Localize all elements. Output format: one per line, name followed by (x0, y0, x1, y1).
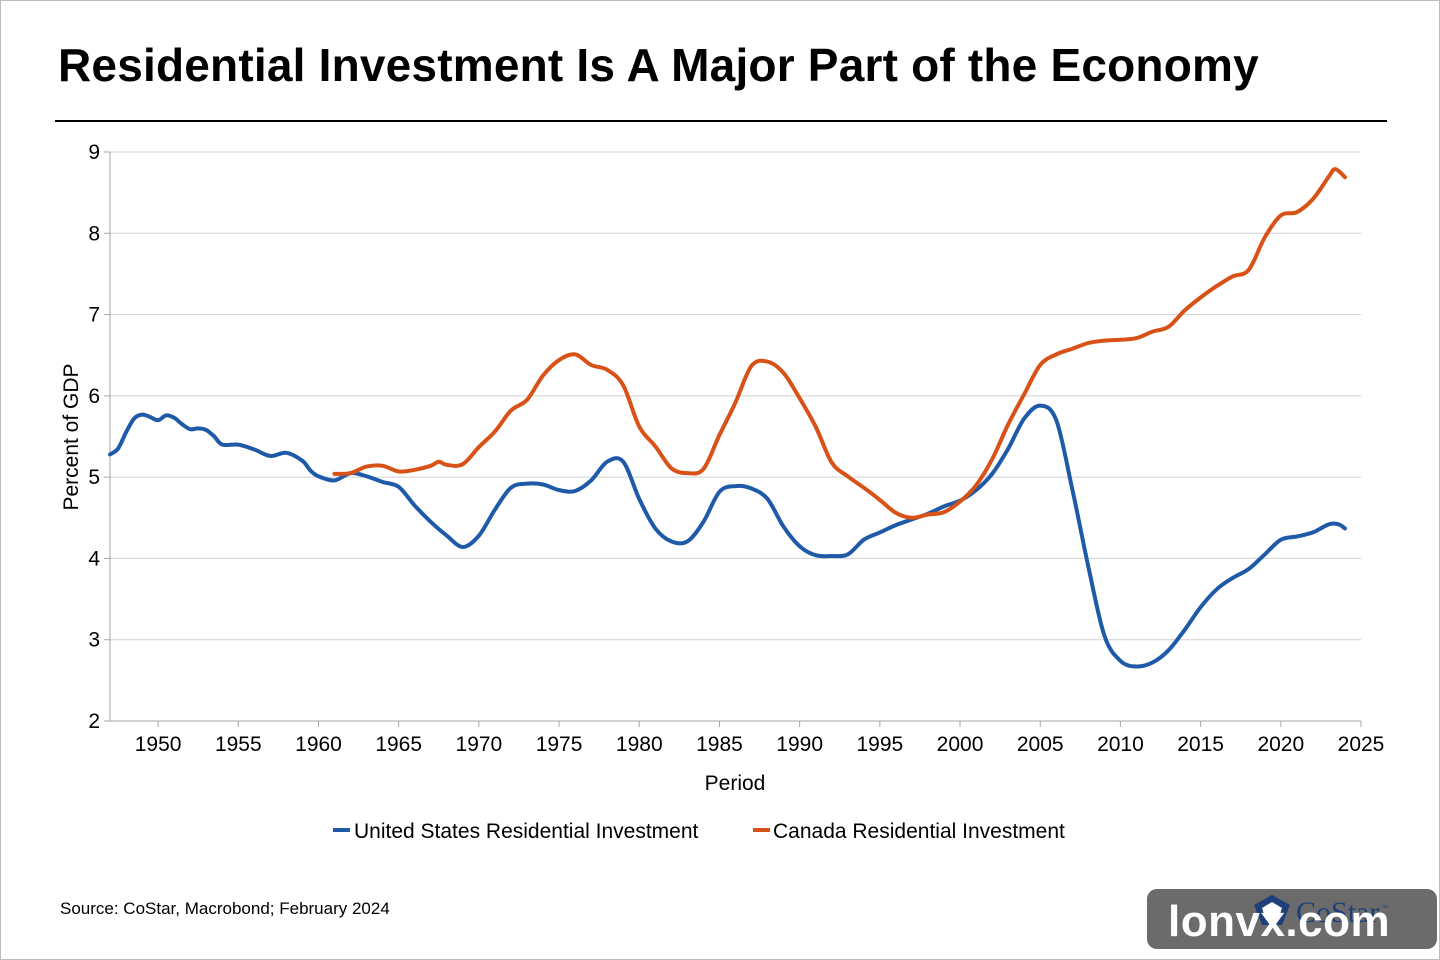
source-note: Source: CoStar, Macrobond; February 2024 (60, 899, 390, 918)
y-axis-label: Percent of GDP (60, 363, 83, 510)
x-tick-label: 2015 (1177, 733, 1224, 756)
x-tick-label: 1970 (456, 733, 503, 756)
legend: United States Residential Investment Can… (333, 820, 1065, 843)
axes (109, 152, 1362, 727)
watermark: lonvx.com (1168, 897, 1391, 946)
y-tick-label: 7 (88, 304, 100, 327)
x-tick-label: 1975 (536, 733, 583, 756)
x-axis-label: Period (705, 772, 766, 795)
y-tick-label: 4 (88, 547, 100, 570)
legend-label-canada: Canada Residential Investment (773, 820, 1065, 843)
y-tick-label: 9 (88, 141, 100, 164)
chart-title: Residential Investment Is A Major Part o… (58, 39, 1259, 91)
x-tick-label: 1990 (776, 733, 823, 756)
canada-series-line (332, 167, 1347, 520)
series-lines (108, 167, 1347, 669)
x-tick-label: 2000 (937, 733, 984, 756)
x-tick-label: 2010 (1097, 733, 1144, 756)
x-tick-label: 1980 (616, 733, 663, 756)
x-tick-label: 1955 (215, 733, 262, 756)
legend-label-us: United States Residential Investment (354, 820, 699, 843)
y-tick-labels: 2 3 4 5 6 7 8 9 (88, 141, 100, 733)
x-tick-label: 1960 (295, 733, 342, 756)
x-tick-label: 2025 (1338, 733, 1385, 756)
costar-star-icon (1254, 895, 1290, 925)
costar-logo-tm: ™ (1381, 905, 1388, 912)
costar-logo-text: CoStar (1296, 896, 1380, 929)
us-series-line (108, 403, 1347, 669)
y-tick-label: 8 (88, 222, 100, 245)
y-tick-label: 6 (88, 385, 100, 408)
y-tick-label: 5 (88, 466, 100, 489)
grid-lines (104, 151, 1361, 722)
title-divider (55, 120, 1387, 122)
x-tick-labels: 1950 1955 1960 1965 1970 1975 1980 1985 1990 1995… (135, 733, 1385, 756)
x-tick-label: 1985 (696, 733, 743, 756)
logo-badge (1147, 889, 1437, 949)
x-tick-label: 1950 (135, 733, 182, 756)
y-tick-label: 3 (88, 629, 100, 652)
x-tick-label: 2020 (1257, 733, 1304, 756)
x-tick-label: 2005 (1017, 733, 1064, 756)
x-tick-label: 1965 (375, 733, 422, 756)
x-tick-label: 1995 (856, 733, 903, 756)
y-tick-label: 2 (88, 710, 100, 733)
